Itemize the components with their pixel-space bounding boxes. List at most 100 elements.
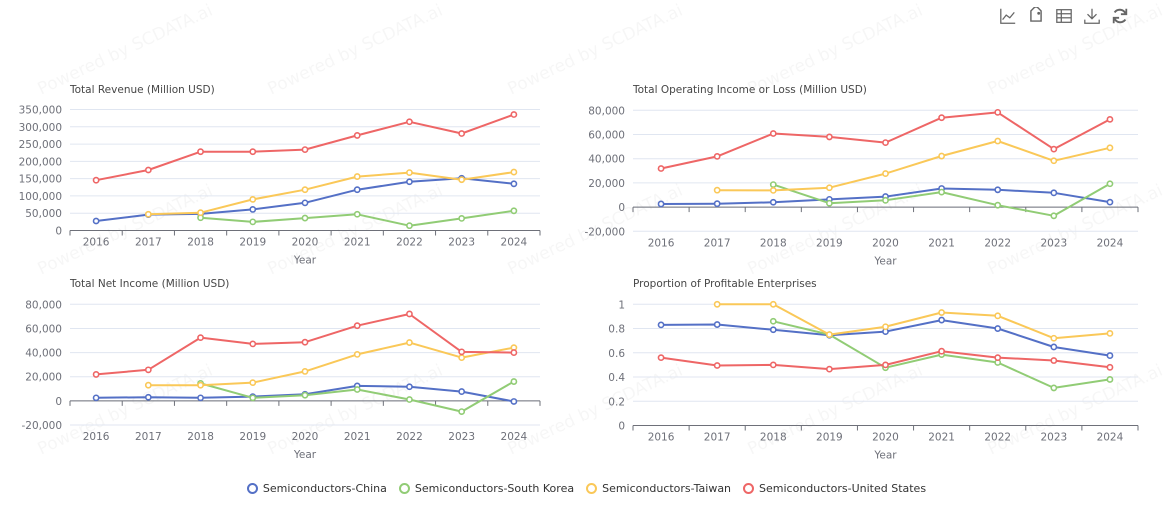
data-point[interactable] bbox=[144, 381, 152, 389]
data-point[interactable] bbox=[406, 178, 413, 186]
data-point[interactable] bbox=[994, 354, 1002, 362]
data-point[interactable] bbox=[1106, 363, 1114, 371]
data-point[interactable] bbox=[249, 148, 257, 156]
data-point[interactable] bbox=[144, 166, 152, 174]
data-point[interactable] bbox=[353, 322, 361, 330]
data-point[interactable] bbox=[92, 371, 100, 378]
data-point[interactable] bbox=[769, 326, 777, 334]
data-point[interactable] bbox=[406, 169, 413, 176]
data-point[interactable] bbox=[657, 321, 665, 329]
data-point[interactable] bbox=[301, 368, 309, 375]
data-point[interactable] bbox=[301, 391, 309, 399]
data-point[interactable] bbox=[406, 339, 413, 346]
data-point[interactable] bbox=[1106, 180, 1114, 188]
data-point[interactable] bbox=[458, 348, 466, 356]
data-point[interactable] bbox=[769, 317, 777, 325]
data-point[interactable] bbox=[1106, 144, 1114, 152]
data-point[interactable] bbox=[301, 199, 309, 207]
data-point[interactable] bbox=[249, 195, 257, 203]
data-point[interactable] bbox=[92, 176, 100, 184]
data-point[interactable] bbox=[1106, 115, 1114, 123]
data-point[interactable] bbox=[458, 354, 466, 362]
data-point[interactable] bbox=[353, 350, 361, 358]
data-point[interactable] bbox=[882, 323, 889, 331]
data-point[interactable] bbox=[994, 108, 1002, 116]
data-point[interactable] bbox=[510, 349, 518, 356]
data-point[interactable] bbox=[769, 300, 777, 308]
data-point[interactable] bbox=[197, 334, 204, 342]
data-point[interactable] bbox=[1050, 212, 1058, 220]
data-point[interactable] bbox=[1106, 376, 1114, 383]
data-point[interactable] bbox=[197, 381, 204, 389]
legend-item[interactable]: Semiconductors-South Korea bbox=[398, 482, 574, 495]
data-point[interactable] bbox=[301, 186, 309, 194]
data-point[interactable] bbox=[938, 309, 946, 316]
data-point[interactable] bbox=[1050, 357, 1058, 364]
data-point[interactable] bbox=[406, 118, 413, 126]
data-point[interactable] bbox=[713, 321, 721, 328]
data-point[interactable] bbox=[458, 408, 466, 416]
data-point[interactable] bbox=[406, 310, 413, 318]
data-point[interactable] bbox=[406, 396, 413, 403]
data-point[interactable] bbox=[769, 198, 777, 206]
data-point[interactable] bbox=[197, 148, 204, 156]
data-point[interactable] bbox=[92, 217, 100, 225]
data-view-button[interactable] bbox=[1054, 6, 1073, 25]
data-point[interactable] bbox=[657, 354, 665, 362]
data-point[interactable] bbox=[1050, 384, 1058, 392]
data-point[interactable] bbox=[825, 199, 833, 207]
data-point[interactable] bbox=[197, 394, 204, 402]
legend-item[interactable]: Semiconductors-United States bbox=[743, 482, 926, 495]
data-point[interactable] bbox=[510, 207, 518, 215]
data-point[interactable] bbox=[769, 187, 777, 194]
data-point[interactable] bbox=[713, 362, 721, 369]
data-point[interactable] bbox=[1050, 145, 1058, 153]
data-point[interactable] bbox=[353, 132, 361, 139]
data-point[interactable] bbox=[249, 394, 257, 402]
mark-area-button[interactable] bbox=[1026, 6, 1045, 25]
data-point[interactable] bbox=[510, 168, 518, 176]
data-point[interactable] bbox=[713, 200, 721, 208]
data-point[interactable] bbox=[825, 365, 833, 373]
data-point[interactable] bbox=[144, 210, 152, 218]
data-point[interactable] bbox=[769, 361, 777, 369]
data-point[interactable] bbox=[458, 130, 466, 137]
data-point[interactable] bbox=[713, 300, 721, 308]
data-point[interactable] bbox=[144, 393, 152, 401]
data-point[interactable] bbox=[882, 139, 889, 147]
data-point[interactable] bbox=[825, 184, 833, 192]
data-point[interactable] bbox=[458, 388, 466, 395]
data-point[interactable] bbox=[406, 383, 413, 391]
data-point[interactable] bbox=[713, 186, 721, 194]
data-point[interactable] bbox=[197, 209, 204, 217]
data-point[interactable] bbox=[713, 153, 721, 160]
data-point[interactable] bbox=[994, 201, 1002, 209]
data-point[interactable] bbox=[769, 181, 777, 188]
legend-item[interactable]: Semiconductors-Taiwan bbox=[586, 482, 731, 495]
data-point[interactable] bbox=[825, 133, 833, 141]
data-point[interactable] bbox=[769, 130, 777, 137]
data-point[interactable] bbox=[994, 186, 1002, 194]
data-point[interactable] bbox=[249, 340, 257, 348]
data-point[interactable] bbox=[938, 188, 946, 196]
data-point[interactable] bbox=[657, 200, 665, 208]
data-point[interactable] bbox=[144, 366, 152, 374]
data-point[interactable] bbox=[249, 206, 257, 213]
data-point[interactable] bbox=[938, 152, 946, 160]
data-point[interactable] bbox=[353, 386, 361, 393]
data-point[interactable] bbox=[825, 331, 833, 338]
data-point[interactable] bbox=[510, 378, 518, 385]
data-point[interactable] bbox=[1050, 189, 1058, 197]
data-point[interactable] bbox=[301, 338, 309, 346]
data-point[interactable] bbox=[882, 361, 889, 369]
data-point[interactable] bbox=[938, 316, 946, 324]
data-point[interactable] bbox=[938, 114, 946, 122]
data-point[interactable] bbox=[353, 210, 361, 218]
data-point[interactable] bbox=[249, 379, 257, 387]
data-point[interactable] bbox=[406, 222, 413, 230]
save-as-image-button[interactable] bbox=[1082, 6, 1101, 25]
data-point[interactable] bbox=[510, 398, 518, 405]
legend-item[interactable]: Semiconductors-China bbox=[246, 482, 387, 495]
data-point[interactable] bbox=[1106, 198, 1114, 206]
data-point[interactable] bbox=[657, 165, 665, 172]
